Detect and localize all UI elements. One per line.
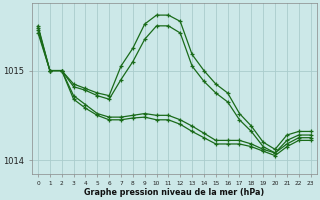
X-axis label: Graphe pression niveau de la mer (hPa): Graphe pression niveau de la mer (hPa)	[84, 188, 264, 197]
